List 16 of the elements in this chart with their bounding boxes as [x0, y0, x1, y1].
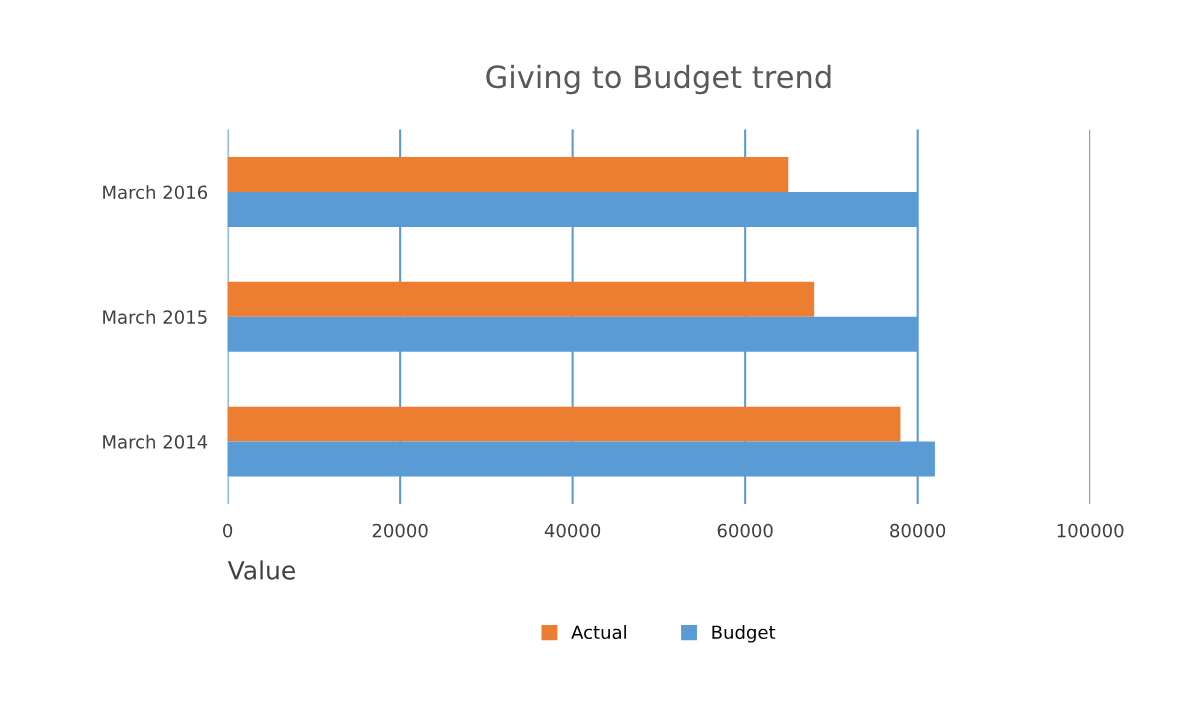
legend-label: Budget: [712, 625, 776, 643]
y-tick-label: March 2015: [103, 309, 207, 324]
chart-title: Giving to Budget trend: [486, 64, 831, 95]
x-tick-label: 40000: [544, 523, 601, 538]
x-tick-label: 20000: [372, 523, 428, 538]
y-tick-label: March 2016: [103, 185, 208, 200]
x-axis-title: Value: [227, 560, 295, 580]
bar: [227, 406, 901, 442]
bar: [227, 157, 789, 192]
y-tick-label: March 2014: [103, 434, 208, 449]
x-tick-label: 0: [223, 523, 233, 538]
legend-label: Actual: [571, 625, 626, 640]
x-tick-label: 60000: [717, 523, 773, 538]
x-tick-label: 100000: [1057, 523, 1124, 538]
bar: [227, 281, 815, 317]
x-tick-label: 80000: [890, 523, 946, 538]
